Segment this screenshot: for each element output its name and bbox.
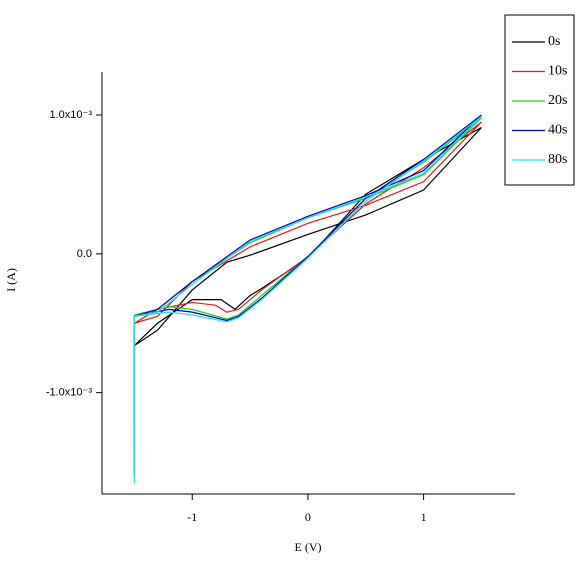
legend-label: 10s xyxy=(548,64,567,79)
legend-box xyxy=(504,14,575,186)
data-line xyxy=(133,121,482,449)
data-line xyxy=(133,115,482,483)
x-axis-label: E (V) xyxy=(295,540,322,554)
y-axis-label: I (A) xyxy=(4,268,18,292)
legend-label: 80s xyxy=(548,152,567,167)
data-line xyxy=(133,114,482,476)
legend-label: 40s xyxy=(548,123,567,138)
data-line xyxy=(133,127,482,421)
x-tick-label: 1 xyxy=(421,510,427,524)
y-tick-label: -1.0x10⁻³ xyxy=(46,387,92,399)
legend-label: 0s xyxy=(548,34,560,49)
y-tick-label: 0.0 xyxy=(77,248,92,260)
data-line xyxy=(133,117,482,470)
y-tick-label: 1.0x10⁻³ xyxy=(50,109,93,121)
x-tick-label: 0 xyxy=(305,510,311,524)
x-tick-label: -1 xyxy=(187,510,197,524)
legend-label: 20s xyxy=(548,93,567,108)
